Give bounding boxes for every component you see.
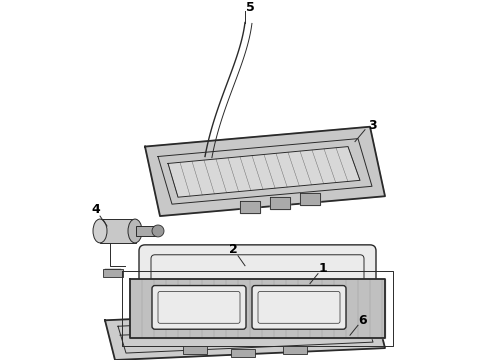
Polygon shape <box>145 127 385 216</box>
Text: 6: 6 <box>359 314 368 327</box>
Circle shape <box>152 225 164 237</box>
FancyBboxPatch shape <box>252 285 346 329</box>
Polygon shape <box>300 193 320 205</box>
Polygon shape <box>270 197 290 209</box>
Ellipse shape <box>93 219 107 243</box>
Polygon shape <box>105 309 385 360</box>
Bar <box>136 226 156 236</box>
FancyBboxPatch shape <box>152 285 246 329</box>
Text: 5: 5 <box>245 1 254 14</box>
Polygon shape <box>130 279 385 338</box>
Polygon shape <box>240 201 260 213</box>
Bar <box>231 349 255 357</box>
Bar <box>100 219 136 243</box>
Text: 1: 1 <box>318 262 327 275</box>
Text: 3: 3 <box>368 119 376 132</box>
Text: 2: 2 <box>229 243 237 256</box>
Ellipse shape <box>128 219 142 243</box>
Bar <box>183 346 207 354</box>
Polygon shape <box>168 147 360 197</box>
FancyBboxPatch shape <box>139 245 376 306</box>
Text: 4: 4 <box>92 203 100 216</box>
Bar <box>283 346 307 354</box>
Bar <box>103 269 123 276</box>
